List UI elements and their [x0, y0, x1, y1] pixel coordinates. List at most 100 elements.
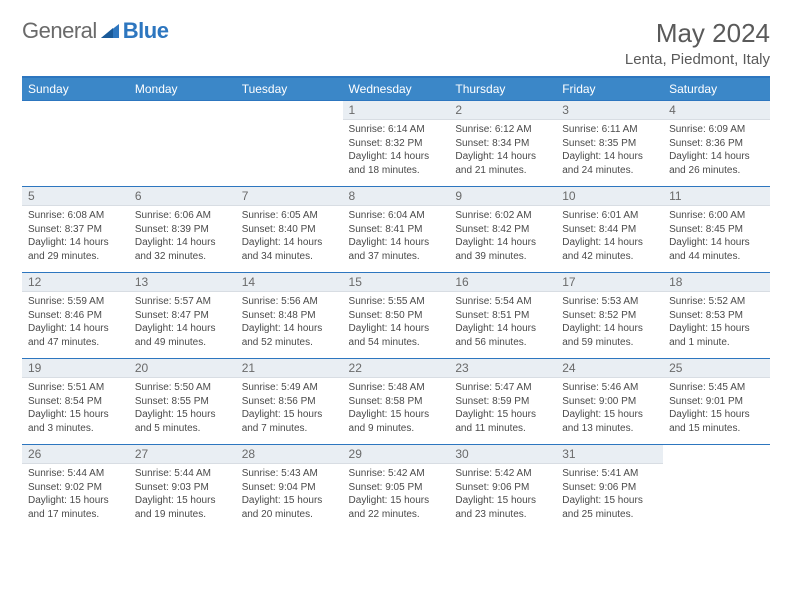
- day-number: 27: [129, 445, 236, 464]
- day-line: Daylight: 14 hours: [242, 322, 337, 336]
- col-wednesday: Wednesday: [343, 77, 450, 101]
- day-line: Sunset: 9:05 PM: [349, 481, 444, 495]
- day-line: Sunrise: 5:57 AM: [135, 295, 230, 309]
- day-number: 5: [22, 187, 129, 206]
- day-line: Daylight: 15 hours: [28, 494, 123, 508]
- day-line: Sunrise: 6:09 AM: [669, 123, 764, 137]
- col-tuesday: Tuesday: [236, 77, 343, 101]
- day-number: 8: [343, 187, 450, 206]
- day-line: Daylight: 14 hours: [669, 236, 764, 250]
- day-number: 21: [236, 359, 343, 378]
- day-cell: [236, 101, 343, 187]
- day-details: Sunrise: 5:50 AMSunset: 8:55 PMDaylight:…: [129, 378, 236, 439]
- day-number: 1: [343, 101, 450, 120]
- day-line: Sunset: 8:46 PM: [28, 309, 123, 323]
- day-line: Daylight: 15 hours: [349, 494, 444, 508]
- day-line: Sunset: 8:58 PM: [349, 395, 444, 409]
- day-cell: 13Sunrise: 5:57 AMSunset: 8:47 PMDayligh…: [129, 273, 236, 359]
- day-number: 31: [556, 445, 663, 464]
- day-line: Sunrise: 6:05 AM: [242, 209, 337, 223]
- day-number: 19: [22, 359, 129, 378]
- day-line: and 44 minutes.: [669, 250, 764, 264]
- day-details: Sunrise: 5:41 AMSunset: 9:06 PMDaylight:…: [556, 464, 663, 525]
- day-line: Daylight: 15 hours: [349, 408, 444, 422]
- day-details: Sunrise: 5:43 AMSunset: 9:04 PMDaylight:…: [236, 464, 343, 525]
- day-cell: 8Sunrise: 6:04 AMSunset: 8:41 PMDaylight…: [343, 187, 450, 273]
- col-monday: Monday: [129, 77, 236, 101]
- day-line: Sunrise: 5:46 AM: [562, 381, 657, 395]
- day-line: Daylight: 15 hours: [669, 408, 764, 422]
- day-cell: 17Sunrise: 5:53 AMSunset: 8:52 PMDayligh…: [556, 273, 663, 359]
- day-line: Daylight: 15 hours: [455, 408, 550, 422]
- day-line: Sunrise: 5:53 AM: [562, 295, 657, 309]
- day-line: Sunset: 8:51 PM: [455, 309, 550, 323]
- day-details: Sunrise: 5:45 AMSunset: 9:01 PMDaylight:…: [663, 378, 770, 439]
- day-line: Daylight: 14 hours: [349, 322, 444, 336]
- day-line: Sunrise: 6:14 AM: [349, 123, 444, 137]
- col-friday: Friday: [556, 77, 663, 101]
- day-line: Daylight: 14 hours: [135, 322, 230, 336]
- day-line: Sunset: 8:52 PM: [562, 309, 657, 323]
- day-details: Sunrise: 6:04 AMSunset: 8:41 PMDaylight:…: [343, 206, 450, 267]
- day-line: Sunrise: 5:56 AM: [242, 295, 337, 309]
- day-details: Sunrise: 6:05 AMSunset: 8:40 PMDaylight:…: [236, 206, 343, 267]
- day-line: Sunrise: 5:41 AM: [562, 467, 657, 481]
- day-cell: 25Sunrise: 5:45 AMSunset: 9:01 PMDayligh…: [663, 359, 770, 445]
- location-text: Lenta, Piedmont, Italy: [625, 51, 770, 68]
- day-details: Sunrise: 5:59 AMSunset: 8:46 PMDaylight:…: [22, 292, 129, 353]
- day-details: Sunrise: 6:14 AMSunset: 8:32 PMDaylight:…: [343, 120, 450, 181]
- day-details: Sunrise: 6:01 AMSunset: 8:44 PMDaylight:…: [556, 206, 663, 267]
- day-line: Sunset: 8:35 PM: [562, 137, 657, 151]
- col-sunday: Sunday: [22, 77, 129, 101]
- day-details: Sunrise: 6:08 AMSunset: 8:37 PMDaylight:…: [22, 206, 129, 267]
- day-line: and 26 minutes.: [669, 164, 764, 178]
- day-cell: 28Sunrise: 5:43 AMSunset: 9:04 PMDayligh…: [236, 445, 343, 531]
- day-line: Sunset: 8:41 PM: [349, 223, 444, 237]
- day-line: Daylight: 15 hours: [562, 494, 657, 508]
- day-line: Daylight: 14 hours: [135, 236, 230, 250]
- day-line: Daylight: 14 hours: [242, 236, 337, 250]
- calendar-table: Sunday Monday Tuesday Wednesday Thursday…: [22, 76, 770, 531]
- day-line: Sunrise: 5:55 AM: [349, 295, 444, 309]
- day-line: Sunrise: 6:06 AM: [135, 209, 230, 223]
- day-cell: [22, 101, 129, 187]
- day-details: Sunrise: 5:42 AMSunset: 9:06 PMDaylight:…: [449, 464, 556, 525]
- day-number: 14: [236, 273, 343, 292]
- day-line: Sunrise: 5:44 AM: [135, 467, 230, 481]
- day-cell: [663, 445, 770, 531]
- day-line: Daylight: 15 hours: [455, 494, 550, 508]
- day-line: Sunset: 9:06 PM: [562, 481, 657, 495]
- col-saturday: Saturday: [663, 77, 770, 101]
- day-line: and 37 minutes.: [349, 250, 444, 264]
- month-title: May 2024: [625, 18, 770, 49]
- day-number: 22: [343, 359, 450, 378]
- day-line: Sunrise: 5:52 AM: [669, 295, 764, 309]
- day-line: Daylight: 15 hours: [562, 408, 657, 422]
- brand-word1: General: [22, 18, 97, 44]
- day-cell: 3Sunrise: 6:11 AMSunset: 8:35 PMDaylight…: [556, 101, 663, 187]
- day-line: and 49 minutes.: [135, 336, 230, 350]
- day-line: Daylight: 15 hours: [669, 322, 764, 336]
- day-number: 7: [236, 187, 343, 206]
- day-line: Daylight: 14 hours: [455, 150, 550, 164]
- day-line: and 9 minutes.: [349, 422, 444, 436]
- day-cell: 9Sunrise: 6:02 AMSunset: 8:42 PMDaylight…: [449, 187, 556, 273]
- day-line: and 5 minutes.: [135, 422, 230, 436]
- day-number: 2: [449, 101, 556, 120]
- day-details: Sunrise: 5:52 AMSunset: 8:53 PMDaylight:…: [663, 292, 770, 353]
- day-details: Sunrise: 5:44 AMSunset: 9:03 PMDaylight:…: [129, 464, 236, 525]
- day-details: Sunrise: 5:49 AMSunset: 8:56 PMDaylight:…: [236, 378, 343, 439]
- day-line: Sunrise: 5:42 AM: [349, 467, 444, 481]
- day-line: and 7 minutes.: [242, 422, 337, 436]
- day-cell: 5Sunrise: 6:08 AMSunset: 8:37 PMDaylight…: [22, 187, 129, 273]
- day-cell: 26Sunrise: 5:44 AMSunset: 9:02 PMDayligh…: [22, 445, 129, 531]
- day-number: 23: [449, 359, 556, 378]
- day-line: and 29 minutes.: [28, 250, 123, 264]
- day-number: 10: [556, 187, 663, 206]
- week-row: 19Sunrise: 5:51 AMSunset: 8:54 PMDayligh…: [22, 359, 770, 445]
- week-row: 12Sunrise: 5:59 AMSunset: 8:46 PMDayligh…: [22, 273, 770, 359]
- day-cell: 10Sunrise: 6:01 AMSunset: 8:44 PMDayligh…: [556, 187, 663, 273]
- day-line: Sunset: 9:04 PM: [242, 481, 337, 495]
- day-line: and 56 minutes.: [455, 336, 550, 350]
- week-row: 5Sunrise: 6:08 AMSunset: 8:37 PMDaylight…: [22, 187, 770, 273]
